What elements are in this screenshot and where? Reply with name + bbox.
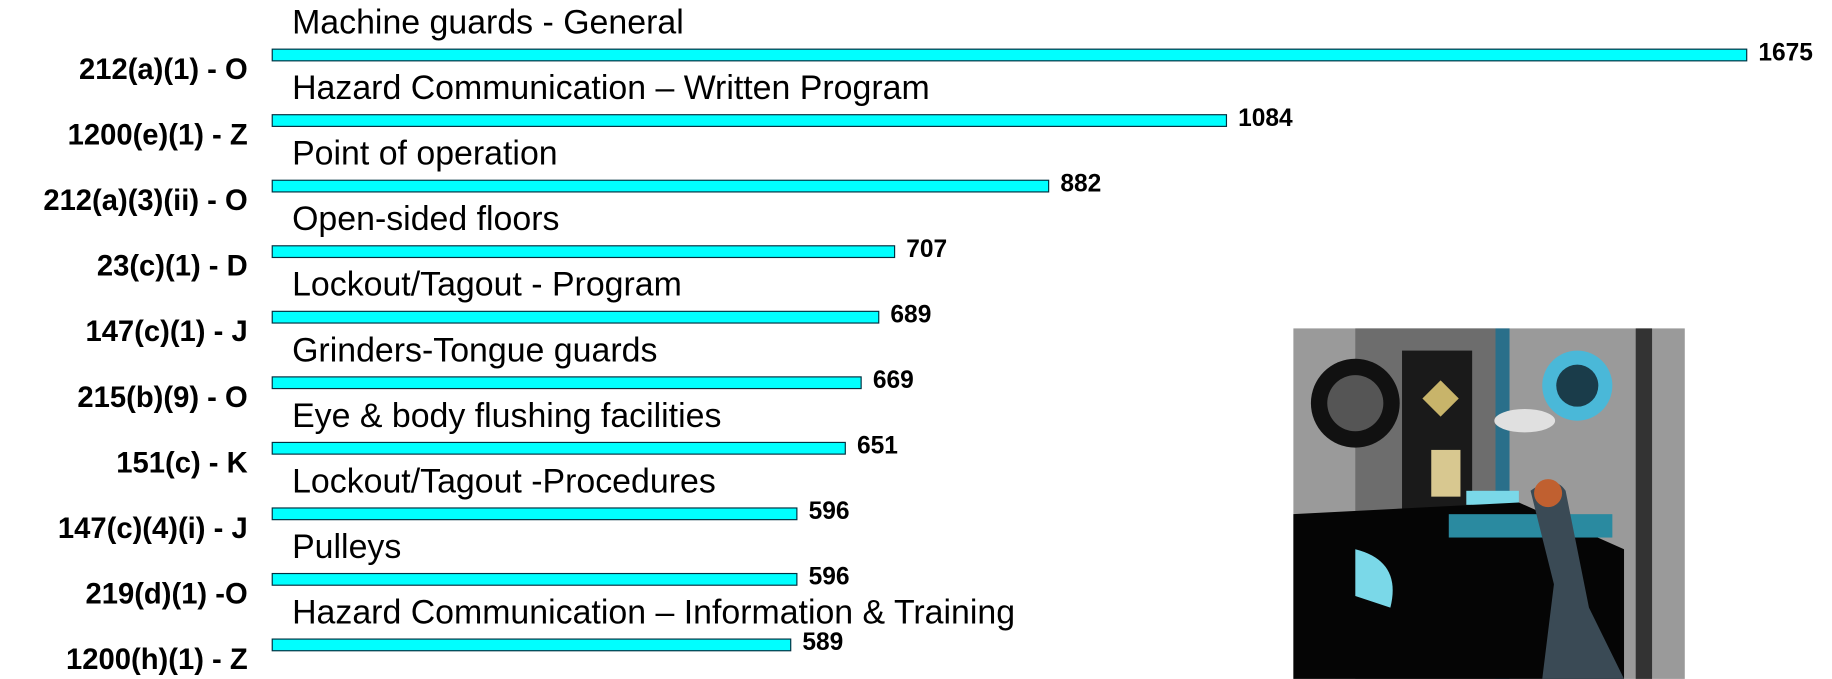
bar — [271, 572, 798, 586]
value-label: 596 — [809, 564, 850, 591]
category-label: 147(c)(1) - J — [85, 316, 247, 348]
bar — [271, 48, 1748, 62]
bar — [271, 245, 896, 259]
description-label: Eye & body flushing facilities — [292, 397, 721, 435]
description-label: Pulleys — [292, 528, 401, 566]
category-label: 219(d)(1) -O — [86, 578, 248, 610]
value-label: 707 — [906, 236, 947, 263]
description-label: Hazard Communication – Information & Tra… — [292, 593, 1015, 631]
value-label: 689 — [890, 302, 931, 329]
bar — [271, 441, 846, 455]
category-label: 215(b)(9) - O — [77, 382, 247, 414]
bar — [271, 114, 1228, 127]
description-label: Machine guards - General — [292, 4, 684, 42]
bar — [271, 638, 792, 652]
value-label: 1675 — [1758, 39, 1813, 66]
category-label: 212(a)(3)(ii) - O — [43, 185, 247, 217]
value-label: 1084 — [1238, 105, 1293, 132]
illustration — [1293, 328, 1685, 679]
value-label: 882 — [1060, 170, 1101, 197]
category-label: 23(c)(1) - D — [97, 251, 248, 283]
value-label: 589 — [802, 629, 843, 656]
bar — [271, 310, 880, 324]
description-label: Lockout/Tagout -Procedures — [292, 462, 716, 500]
category-label: 147(c)(4)(i) - J — [58, 513, 248, 545]
category-label: 1200(h)(1) - Z — [66, 644, 248, 676]
description-label: Grinders-Tongue guards — [292, 331, 657, 369]
value-label: 669 — [873, 367, 914, 394]
bar — [271, 179, 1050, 193]
description-label: Open-sided floors — [292, 200, 559, 238]
bar — [271, 376, 862, 390]
description-label: Hazard Communication – Written Program — [292, 69, 930, 107]
category-label: 151(c) - K — [116, 447, 247, 479]
description-label: Lockout/Tagout - Program — [292, 266, 682, 304]
value-label: 596 — [809, 498, 850, 525]
category-label: 1200(e)(1) - Z — [68, 120, 248, 152]
bar — [271, 507, 798, 521]
description-label: Point of operation — [292, 135, 558, 173]
category-label: 212(a)(1) - O — [79, 54, 248, 86]
value-label: 651 — [857, 433, 898, 460]
